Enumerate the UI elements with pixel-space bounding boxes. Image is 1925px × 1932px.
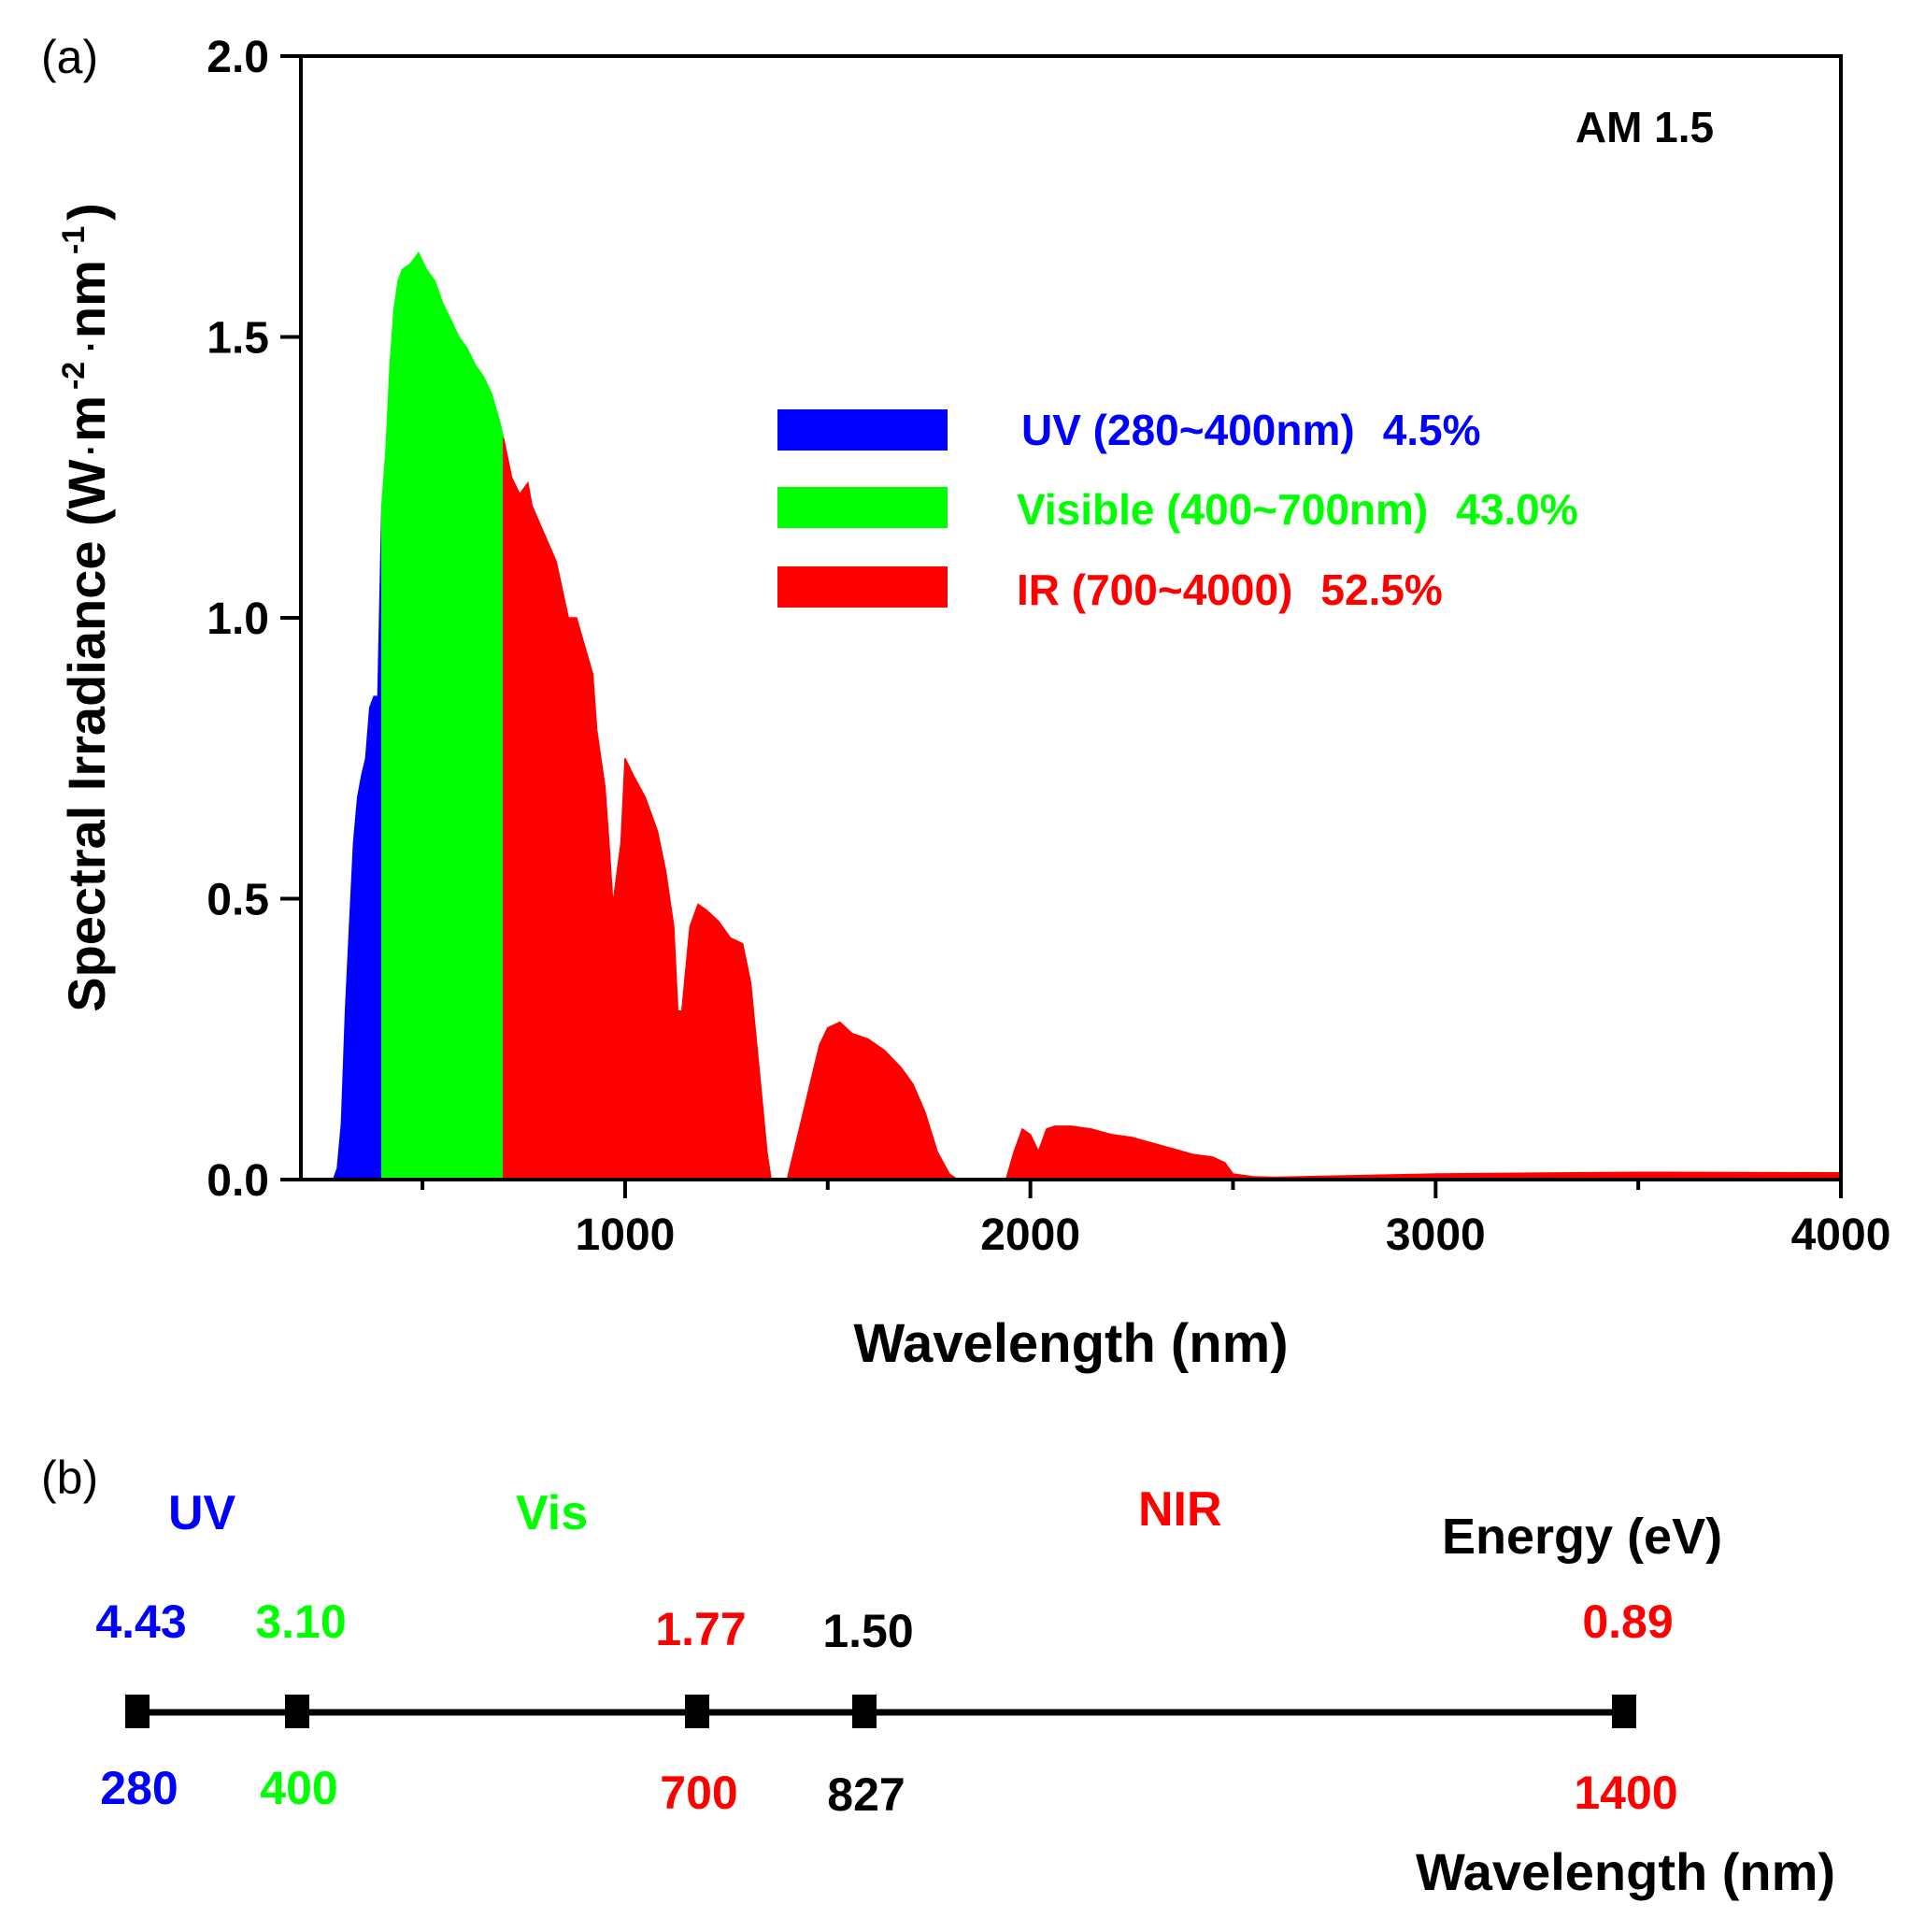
- legend-uv-label: UV (280~400nm): [1021, 406, 1355, 454]
- scale-tick-mark: [852, 1695, 877, 1728]
- y-tick-label: 0.5: [207, 876, 269, 925]
- y-tick-label: 2.0: [207, 33, 269, 82]
- wavelength-label: 1400: [1574, 1767, 1677, 1819]
- y-axis-title-nm: nm: [57, 260, 116, 338]
- legend-swatch-ir: [777, 566, 948, 608]
- band-label-nir: NIR: [1138, 1482, 1222, 1537]
- energy-label: 1.50: [822, 1605, 913, 1657]
- x-tick-label: 1000: [576, 1210, 676, 1260]
- spectrum-plot-area: 0.0 0.5 1.0 1.5 2.0 1000 2000 3000 4000: [207, 33, 1890, 1260]
- x-axis-title: Wavelength (nm): [853, 1313, 1288, 1374]
- legend-visible-label: Visible (400~700nm): [1017, 485, 1428, 534]
- panel-a-label: (a): [41, 31, 98, 83]
- y-axis-title-main: Spectral Irradiance (W: [57, 459, 116, 1011]
- x-tick-label: 4000: [1791, 1210, 1891, 1260]
- wavelength-label: 700: [660, 1767, 737, 1819]
- legend-ir-entry: IR (700~4000) 52.5%: [1017, 565, 1443, 614]
- wavelength-axis-title: Wavelength (nm): [1416, 1842, 1835, 1901]
- wavelength-label: 400: [260, 1762, 337, 1814]
- legend: UV (280~400nm) 4.5% Visible (400~700nm) 43…: [777, 406, 1578, 614]
- energy-label: 1.77: [655, 1603, 746, 1655]
- area-ir: [503, 437, 1842, 1181]
- x-axis-ticks: 1000 2000 3000 4000: [421, 1180, 1891, 1260]
- y-axis-title: Spectral Irradiance (W·m-2·nm-1): [56, 203, 116, 1012]
- legend-ir-percent: 52.5%: [1320, 565, 1442, 614]
- scale-tick-mark: [685, 1695, 709, 1728]
- legend-uv-entry: UV (280~400nm) 4.5%: [1021, 406, 1481, 454]
- legend-ir-label: IR (700~4000): [1017, 565, 1292, 614]
- energy-label: 0.89: [1582, 1596, 1673, 1648]
- y-axis-title-dot1: ·: [57, 442, 116, 460]
- chart-title: AM 1.5: [1576, 103, 1714, 151]
- energy-axis-title: Energy (eV): [1442, 1509, 1722, 1565]
- scale-tick-mark: [1612, 1695, 1636, 1728]
- area-visible: [380, 250, 505, 1181]
- y-axis-ticks: 0.0 0.5 1.0 1.5 2.0: [207, 33, 301, 1206]
- legend-swatch-uv: [777, 409, 948, 451]
- x-tick-label: 2000: [980, 1210, 1080, 1260]
- spectrum-areas: [332, 250, 1842, 1181]
- legend-visible-entry: Visible (400~700nm) 43.0%: [1017, 485, 1578, 534]
- legend-swatch-visible: [777, 487, 948, 528]
- y-axis-title-close: ): [57, 203, 116, 221]
- legend-uv-percent: 4.5%: [1383, 406, 1481, 454]
- scale-tick-mark: [285, 1695, 309, 1728]
- x-tick-label: 3000: [1386, 1210, 1486, 1260]
- y-tick-label: 0.0: [207, 1156, 269, 1206]
- legend-visible-percent: 43.0%: [1456, 485, 1577, 534]
- energy-label: 3.10: [255, 1596, 346, 1648]
- band-label-vis: Vis: [516, 1486, 588, 1540]
- y-axis-title-sup1: -2: [56, 362, 92, 390]
- y-tick-label: 1.0: [207, 594, 269, 644]
- wavelength-label: 827: [827, 1768, 905, 1821]
- y-tick-label: 1.5: [207, 314, 269, 364]
- band-label-uv: UV: [168, 1486, 236, 1540]
- scale-tick-mark: [125, 1695, 150, 1728]
- panel-b-label: (b): [41, 1452, 98, 1504]
- scale-ticks: 4.43 280 3.10 400 1.77 700 1.50 827 0.89 1400: [95, 1596, 1677, 1821]
- area-uv: [332, 505, 383, 1181]
- y-axis-title-m: m: [57, 395, 116, 442]
- wavelength-label: 280: [100, 1762, 178, 1814]
- y-axis-title-sup2: -1: [56, 226, 92, 254]
- y-axis-title-dot2: ·: [57, 338, 116, 356]
- energy-label: 4.43: [95, 1596, 186, 1648]
